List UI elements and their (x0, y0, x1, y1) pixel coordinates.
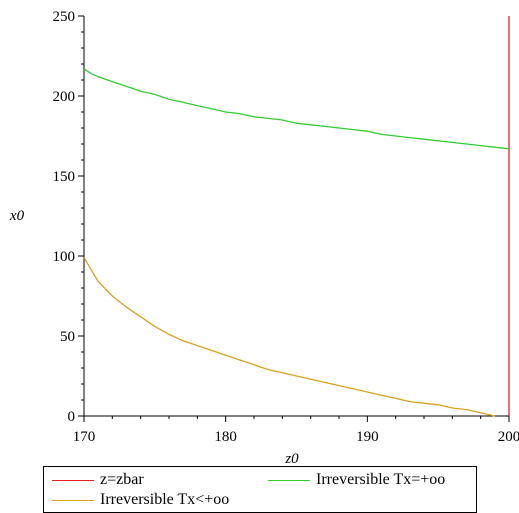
legend-item-z-zbar: z=zbar (52, 471, 144, 489)
series-layer (83, 16, 510, 417)
x-tick-label: 200 (498, 429, 519, 445)
legend-swatch-red (52, 479, 94, 481)
x-tick-label: 170 (73, 429, 96, 445)
legend-label: z=zbar (100, 471, 144, 488)
legend-label: Irreversible Tx=+oo (316, 471, 446, 488)
x-tick-label: 180 (214, 429, 237, 445)
y-axis-label: x0 (9, 208, 25, 224)
y-tick-label: 200 (53, 89, 76, 105)
y-tick-label: 250 (53, 9, 76, 25)
y-tick-label: 0 (68, 409, 76, 425)
series-line-1 (83, 68, 510, 150)
legend-item-irreversible-tx-finite: Irreversible Tx<+oo (52, 491, 229, 509)
legend-swatch-green (268, 479, 310, 481)
axes: 0 50 100 150 200 250 170 180 190 200 (53, 9, 519, 445)
x-axis-label: z0 (284, 451, 299, 466)
legend-item-irreversible-tx-inf: Irreversible Tx=+oo (268, 471, 445, 489)
y-tick-label: 50 (60, 329, 75, 345)
legend-swatch-gold (52, 499, 94, 501)
series-line-2 (83, 257, 495, 417)
y-tick-label: 100 (53, 249, 76, 265)
line-chart: 0 50 100 150 200 250 170 180 190 200 z0 x0 (9, 9, 519, 466)
x-tick-label: 190 (356, 429, 379, 445)
legend: z=zbar Irreversible Tx=+oo Irreversible … (43, 466, 477, 513)
y-tick-label: 150 (53, 169, 76, 185)
legend-label: Irreversible Tx<+oo (100, 491, 230, 508)
